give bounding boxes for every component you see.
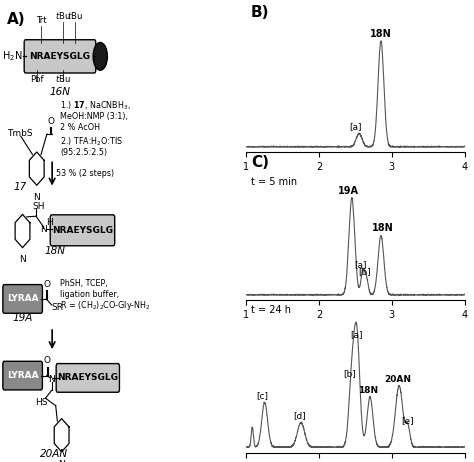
- FancyBboxPatch shape: [24, 40, 96, 73]
- Text: SR: SR: [52, 303, 64, 312]
- Text: [e]: [e]: [401, 416, 413, 425]
- Text: HS: HS: [35, 398, 48, 407]
- Text: O: O: [47, 117, 55, 126]
- Text: H: H: [46, 218, 53, 227]
- Text: 16N: 16N: [50, 87, 71, 97]
- Text: 18N: 18N: [372, 224, 393, 233]
- Text: 53 % (2 steps): 53 % (2 steps): [56, 169, 114, 177]
- Text: [b]: [b]: [358, 267, 371, 277]
- Text: 1.) $\mathbf{17}$, NaCNBH$_3$,: 1.) $\mathbf{17}$, NaCNBH$_3$,: [61, 100, 131, 112]
- FancyBboxPatch shape: [3, 285, 43, 313]
- Text: t = 5 min: t = 5 min: [251, 177, 297, 188]
- Text: 2.) TFA:H$_2$O:TIS: 2.) TFA:H$_2$O:TIS: [61, 135, 124, 148]
- FancyBboxPatch shape: [3, 361, 43, 390]
- Text: 18N: 18N: [370, 29, 392, 39]
- Text: Pbf: Pbf: [30, 75, 44, 84]
- Text: 19A: 19A: [13, 313, 33, 323]
- Text: SH: SH: [33, 202, 45, 212]
- Text: 18N: 18N: [358, 386, 379, 395]
- Text: $t$Bu: $t$Bu: [67, 11, 82, 21]
- Text: N: N: [40, 225, 46, 234]
- Text: 19A: 19A: [338, 186, 359, 196]
- Text: 17: 17: [14, 182, 27, 192]
- Text: NRAEYSGLG: NRAEYSGLG: [29, 52, 91, 61]
- Text: [a]: [a]: [355, 260, 367, 269]
- Text: NRAEYSGLG: NRAEYSGLG: [57, 373, 118, 383]
- Text: B): B): [251, 5, 269, 20]
- Text: 20AN: 20AN: [40, 450, 69, 459]
- Text: $t$Bu: $t$Bu: [55, 11, 71, 21]
- Text: MeOH:NMP (3:1),: MeOH:NMP (3:1),: [61, 112, 128, 121]
- Text: N: N: [33, 193, 40, 202]
- Text: (95:2.5:2.5): (95:2.5:2.5): [61, 148, 108, 157]
- Text: 20AN: 20AN: [384, 375, 411, 383]
- Text: t = 24 h: t = 24 h: [251, 305, 291, 316]
- Text: LYRAA: LYRAA: [7, 371, 38, 380]
- Text: [b]: [b]: [343, 369, 356, 378]
- Circle shape: [93, 43, 107, 70]
- Text: Trt: Trt: [36, 16, 47, 25]
- Text: R = (CH$_2$)$_2$CO-Gly-NH$_2$: R = (CH$_2$)$_2$CO-Gly-NH$_2$: [61, 299, 151, 312]
- Text: H$_2$N: H$_2$N: [2, 49, 23, 63]
- Text: TmbS: TmbS: [7, 129, 33, 139]
- Text: PhSH, TCEP,: PhSH, TCEP,: [61, 280, 108, 288]
- FancyBboxPatch shape: [56, 364, 119, 392]
- Text: 2 % AcOH: 2 % AcOH: [61, 123, 100, 132]
- Text: [d]: [d]: [293, 411, 306, 420]
- Text: C): C): [251, 155, 269, 170]
- Text: N: N: [58, 460, 65, 462]
- Text: A): A): [7, 12, 26, 26]
- Text: NRAEYSGLG: NRAEYSGLG: [52, 225, 113, 235]
- Text: $t$Bu: $t$Bu: [55, 73, 71, 84]
- Text: [a]: [a]: [349, 122, 362, 131]
- Text: LYRAA: LYRAA: [7, 294, 38, 304]
- Text: [a]: [a]: [351, 330, 363, 339]
- Text: O: O: [44, 357, 51, 365]
- Text: N: N: [19, 255, 26, 264]
- Text: ligation buffer,: ligation buffer,: [61, 290, 119, 299]
- FancyBboxPatch shape: [50, 215, 115, 246]
- Text: [c]: [c]: [256, 391, 268, 400]
- Text: 18N: 18N: [44, 246, 65, 256]
- Text: N: N: [48, 375, 55, 384]
- Text: O: O: [43, 280, 50, 289]
